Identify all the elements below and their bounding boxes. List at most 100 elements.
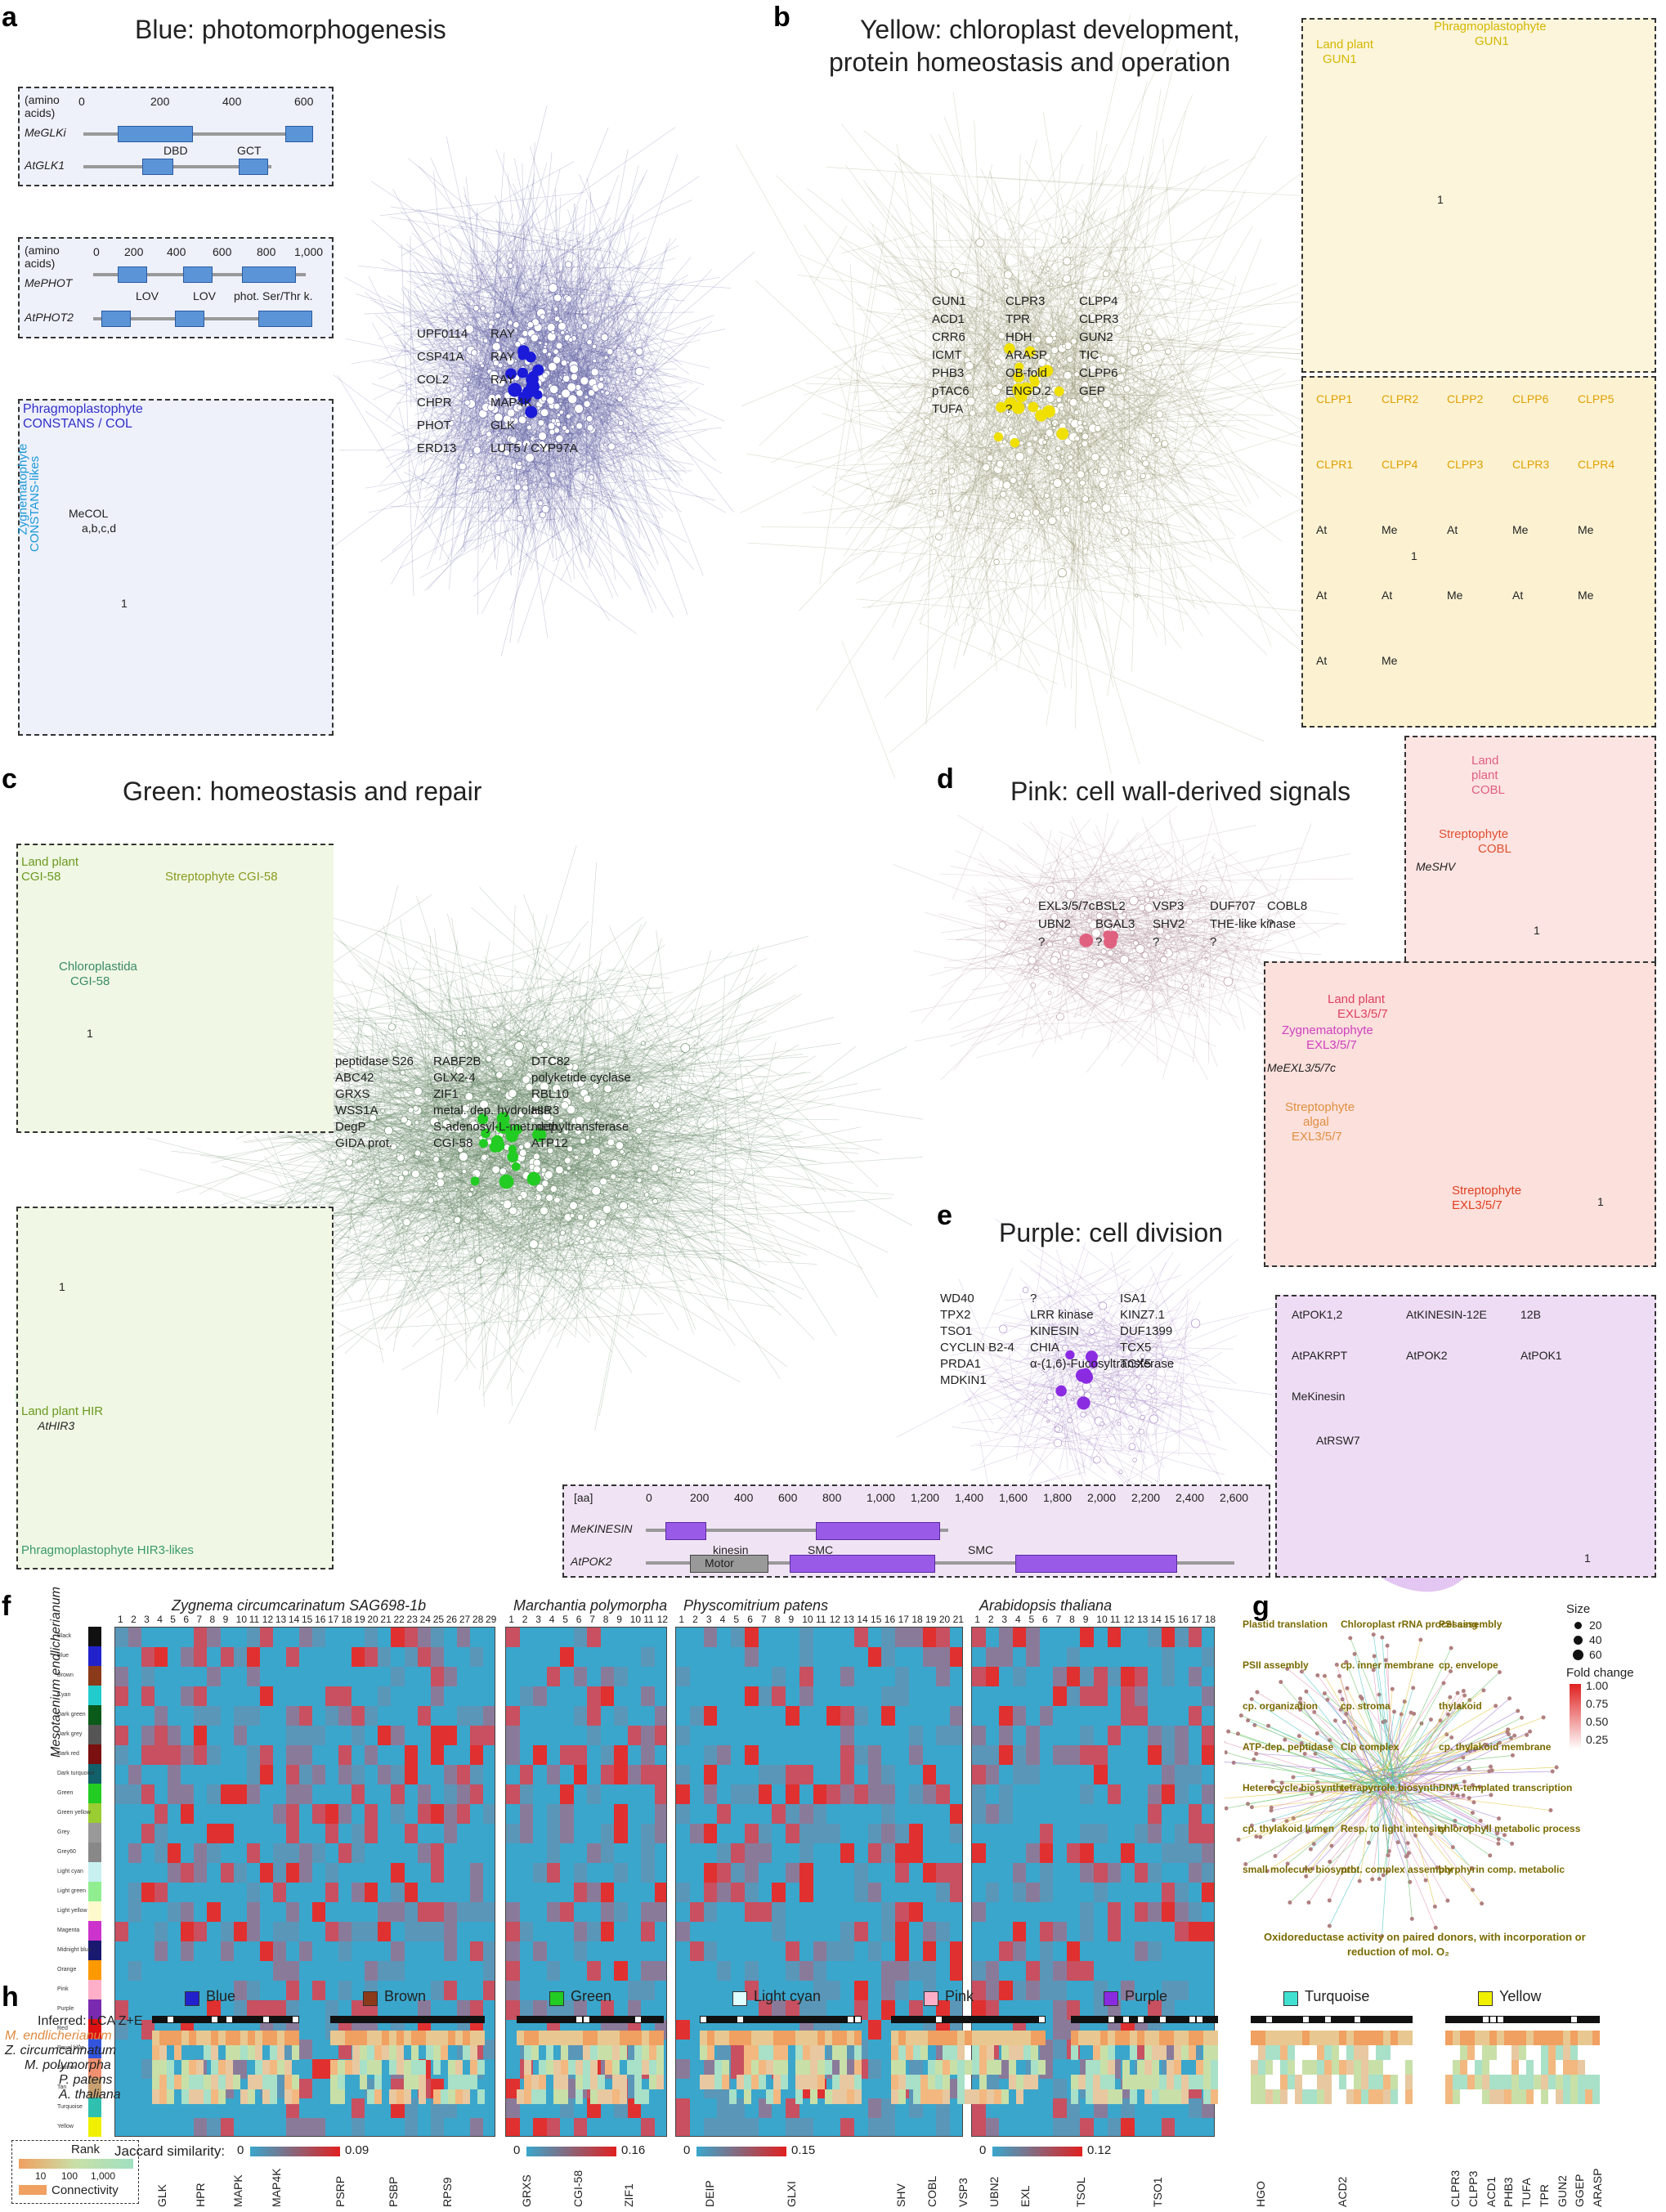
gene-label: GUN2 — [1555, 2175, 1569, 2207]
heatmap-cell — [352, 2098, 365, 2118]
network-node — [1033, 336, 1041, 344]
panel-e-title: Purple: cell division — [999, 1218, 1223, 1247]
heatmap-cell — [1161, 1824, 1176, 1843]
heatmap-cell — [1053, 2020, 1068, 2040]
glk-domain-box — [239, 159, 268, 175]
conservation-cell — [1302, 2031, 1310, 2045]
network-node — [499, 1200, 504, 1205]
network-node — [569, 1016, 575, 1021]
column-number: 14 — [1150, 1614, 1162, 1625]
network-node — [1006, 906, 1013, 912]
network-node — [600, 389, 605, 394]
network-node — [1150, 926, 1155, 932]
network-node — [1019, 441, 1024, 446]
tree-scale-label: 1 — [87, 1027, 93, 1040]
heatmap-cell — [826, 1706, 841, 1726]
heatmap-cell — [325, 1981, 339, 2000]
network-node — [1020, 428, 1027, 434]
conservation-cell — [898, 2031, 906, 2045]
conservation-cell — [634, 2060, 642, 2075]
network-node — [1001, 439, 1007, 445]
heatmap-cell — [325, 1706, 339, 1726]
heatmap-cell — [1161, 1784, 1176, 1804]
lca-marker — [262, 2016, 270, 2023]
network-node — [943, 433, 947, 438]
network-node — [499, 1207, 503, 1211]
heatmap-cell — [391, 1628, 405, 1647]
conservation-cell — [1383, 2089, 1391, 2104]
heatmap-cell — [689, 1961, 704, 1981]
conservation-cell — [1585, 2031, 1592, 2045]
network-node — [1087, 312, 1096, 321]
gene-label: CLPP3 — [1466, 2170, 1480, 2207]
column-number: 10 — [629, 1614, 642, 1625]
network-node — [935, 533, 943, 541]
heatmap-cell — [881, 1706, 896, 1726]
scale-max: 0.16 — [621, 2143, 646, 2157]
heatmap-cell — [404, 1745, 419, 1765]
heatmap-cell — [443, 1824, 458, 1843]
conservation-cell — [218, 2089, 226, 2104]
conservation-cell — [1108, 2089, 1115, 2104]
heatmap-cell — [220, 1726, 235, 1745]
heatmap-cell — [404, 1765, 419, 1784]
heatmap-cell — [391, 1941, 405, 1961]
network-node — [513, 483, 522, 491]
network-node — [1046, 280, 1051, 286]
network-node — [982, 463, 991, 472]
module-row-label: Grey — [57, 1829, 70, 1835]
go-gene-node — [1467, 1765, 1471, 1770]
conservation-cell — [1152, 2075, 1159, 2089]
network-node — [566, 1104, 576, 1115]
conservation-cell — [744, 2060, 751, 2075]
network-node — [535, 446, 541, 452]
heatmap-cell — [689, 1667, 704, 1686]
heatmap-cell — [895, 2118, 910, 2136]
conservation-cell — [965, 2060, 972, 2075]
network-node — [551, 1127, 556, 1131]
conservation-cell — [1526, 2060, 1534, 2075]
heatmap-cell — [922, 1902, 937, 1922]
heatmap-cell — [325, 1628, 339, 1647]
heatmap-cell — [999, 1745, 1014, 1765]
conservation-cell — [700, 2031, 707, 2045]
heatmap-cell — [1066, 1863, 1081, 1883]
heatmap-cell — [128, 1745, 142, 1765]
conservation-cell — [1288, 2031, 1295, 2045]
heatmap-cell — [627, 1804, 642, 1824]
heatmap-cell — [325, 1843, 339, 1863]
heatmap-cell — [1202, 1784, 1214, 1804]
heatmap-cell — [546, 1922, 561, 1941]
column-number: 10 — [235, 1614, 247, 1625]
heatmap-cell — [840, 1706, 855, 1726]
kinesin-tick: 2,400 — [1176, 1491, 1205, 1504]
cgi58-tree-label: Chloroplastida — [59, 960, 137, 974]
conservation-cell — [1211, 2075, 1218, 2089]
network-node — [407, 1107, 414, 1113]
heatmap-cell — [443, 1726, 458, 1745]
conservation-cell — [270, 2075, 277, 2089]
heatmap-cell — [853, 1667, 869, 1686]
network-node — [635, 1085, 644, 1093]
heatmap-cell — [220, 1902, 235, 1922]
conservation-cell — [634, 2089, 642, 2104]
module-row-label: Black — [57, 1633, 72, 1639]
heatmap-cell — [826, 1784, 841, 1804]
heatmap-cell — [181, 1843, 195, 1863]
heatmap-cell — [519, 1981, 534, 2000]
heatmap-cell — [519, 1726, 534, 1745]
heatmap-cell — [115, 2059, 129, 2079]
network-node — [1050, 913, 1059, 921]
heatmap-cell — [689, 1745, 704, 1765]
conservation-cell — [382, 2045, 389, 2060]
conservation-cell — [374, 2075, 382, 2089]
conservation-cell — [292, 2045, 299, 2060]
heatmap-cell — [600, 1745, 615, 1765]
heatmap-cell — [853, 1961, 869, 1981]
conservation-cell — [374, 2089, 382, 2104]
go-gene-node — [1325, 1697, 1330, 1702]
conservation-cell — [1167, 2031, 1174, 2045]
conservation-cell — [1467, 2045, 1475, 2060]
network-node — [540, 396, 547, 402]
network-node — [550, 329, 555, 334]
